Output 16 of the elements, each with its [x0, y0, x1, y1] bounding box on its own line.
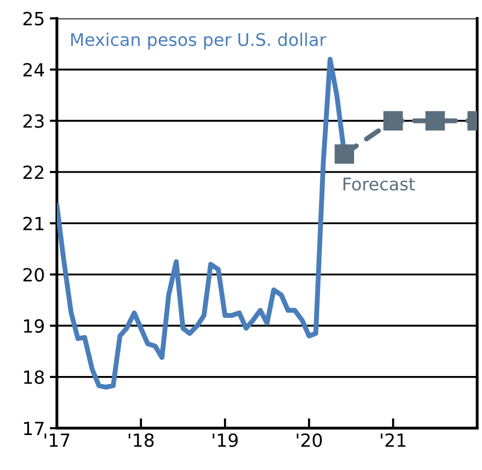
y-tick-label: 18 [24, 370, 44, 384]
x-tick-label: '19 [212, 433, 238, 448]
x-tick-label: '18 [128, 433, 154, 448]
x-tick-label: '20 [296, 433, 322, 448]
y-tick-label: 20 [23, 268, 44, 282]
y-tick-label: 24 [23, 63, 44, 76]
series-label: Mexican pesos per U.S. dollar [71, 32, 326, 50]
y-tick-label: 17 [24, 422, 44, 436]
series-label: Forecast [344, 178, 415, 191]
y-tick-label: 23 [23, 114, 44, 128]
y-tick-label: 22 [23, 165, 44, 179]
y-tick-label: 21 [23, 216, 44, 230]
x-tick-label: '21 [380, 433, 406, 447]
y-tick-label: 19 [24, 319, 44, 333]
y-tick-label: 25 [23, 12, 44, 26]
x-tick-label: '17 [44, 434, 70, 447]
